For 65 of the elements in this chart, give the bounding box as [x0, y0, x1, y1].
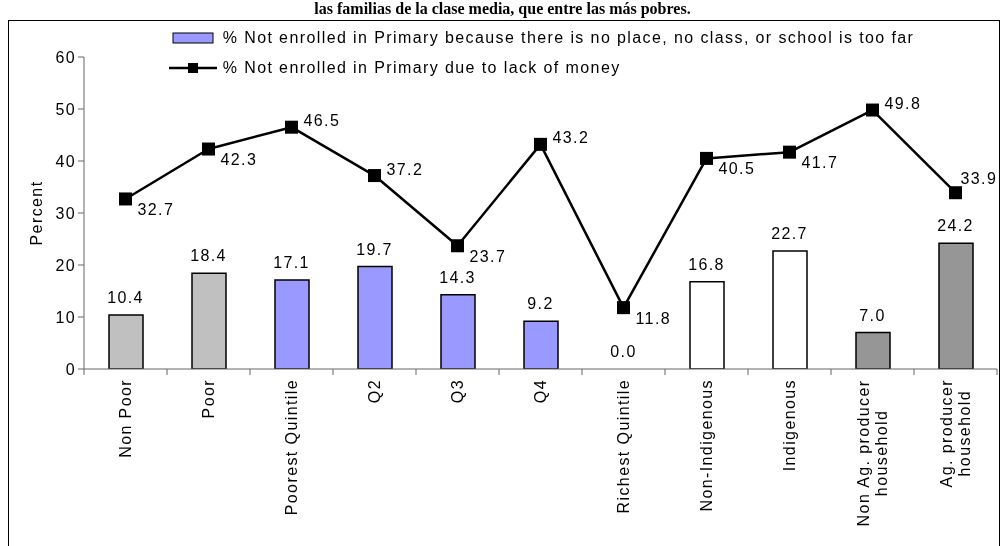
- point: [451, 239, 464, 253]
- legend-label: % Not enrolled in Primary due to lack of money: [222, 59, 621, 77]
- bar: [855, 331, 891, 369]
- x-tick-label: Q2: [366, 378, 384, 404]
- bar: [523, 320, 559, 369]
- data-label: 14.3: [439, 268, 476, 286]
- y-tick-label: 60: [55, 48, 76, 66]
- data-label: 23.7: [469, 247, 507, 265]
- point: [368, 169, 381, 183]
- point: [783, 145, 796, 159]
- y-tick-label: 0: [65, 360, 76, 378]
- data-label: 37.2: [386, 160, 424, 178]
- data-label: 16.8: [688, 255, 725, 273]
- y-tick-label: 30: [55, 204, 76, 222]
- data-label: 10.4: [107, 288, 144, 306]
- data-label: 7.0: [859, 306, 886, 324]
- point: [617, 301, 630, 315]
- bar: [689, 280, 725, 369]
- point: [119, 192, 132, 206]
- data-label: 43.2: [552, 129, 590, 147]
- bar: [772, 250, 808, 369]
- x-tick-label: Ag. producer household: [937, 378, 974, 488]
- data-label: 0.0: [610, 343, 637, 360]
- y-tick-label: 20: [55, 256, 76, 274]
- x-tick-label: Non-Indigenous: [698, 379, 716, 512]
- data-label: 11.8: [635, 309, 672, 327]
- point: [534, 137, 547, 151]
- x-tick-label: Poor: [200, 379, 218, 419]
- data-label: 22.7: [771, 224, 808, 242]
- data-label: 9.2: [527, 295, 554, 313]
- data-label: 49.8: [884, 95, 922, 113]
- chart-title: las familias de la clase media, que entre las más pobres.: [313, 0, 692, 18]
- bar: [440, 293, 476, 369]
- point: [700, 151, 713, 165]
- x-tick-label: Q4: [532, 378, 550, 404]
- legend-label: % Not enrolled in Primary because there is no place, no class, or school is too far: [222, 29, 915, 47]
- data-label: 33.9: [960, 169, 998, 187]
- data-label: 32.7: [137, 200, 175, 218]
- y-tick-label: 50: [55, 100, 76, 118]
- x-tick-label: Non Poor: [117, 379, 135, 458]
- bar: [274, 279, 310, 369]
- bar: [191, 272, 227, 369]
- point: [202, 142, 215, 156]
- x-tick-label: Richest Quintile: [615, 379, 633, 514]
- data-label: 19.7: [356, 240, 393, 258]
- point: [285, 120, 298, 134]
- x-tick-label: Poorest Quintile: [283, 378, 301, 516]
- data-label: 17.1: [273, 254, 310, 272]
- bar: [108, 314, 144, 369]
- data-label: 18.4: [190, 247, 227, 265]
- x-tick-label: Q3: [449, 378, 467, 404]
- y-tick-label: 40: [55, 152, 76, 170]
- x-tick-label: Indigenous: [781, 379, 799, 472]
- point: [866, 103, 879, 117]
- data-label: 42.3: [220, 151, 258, 169]
- bar: [357, 265, 393, 369]
- data-label: 24.2: [937, 217, 974, 235]
- data-label: 40.5: [718, 160, 756, 178]
- data-label: 46.5: [303, 112, 341, 130]
- point: [949, 186, 962, 200]
- bar: [938, 242, 974, 369]
- y-axis-title: Percent: [27, 180, 45, 246]
- y-tick-label: 10: [55, 308, 76, 326]
- x-tick-label: Non Ag. producer household: [854, 379, 891, 527]
- data-label: 41.7: [801, 154, 839, 172]
